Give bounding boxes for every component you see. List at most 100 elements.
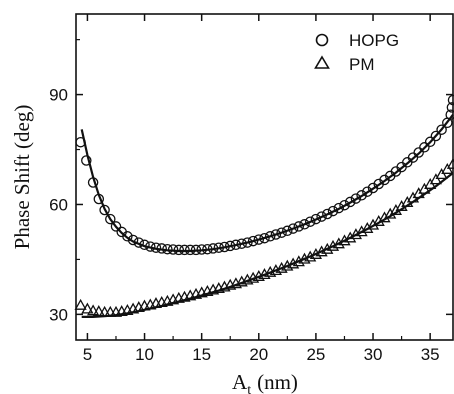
x-axis-title-subscript: t — [247, 383, 251, 394]
data-point-hopg — [127, 234, 139, 246]
data-point-hopg — [247, 235, 259, 247]
x-tick-label: 5 — [83, 345, 92, 364]
data-point-pm — [429, 173, 443, 185]
data-point-hopg — [213, 242, 225, 253]
data-point-hopg — [356, 190, 367, 201]
data-point-pm — [321, 242, 334, 254]
data-point-hopg — [430, 130, 442, 142]
x-tick-label: 10 — [135, 345, 154, 364]
data-point-pm — [309, 247, 323, 259]
data-point-pm — [74, 298, 87, 310]
data-point-hopg — [362, 186, 373, 197]
data-point-hopg — [93, 193, 105, 205]
data-point-pm — [355, 225, 368, 237]
data-markers — [74, 94, 454, 317]
data-point-hopg — [139, 239, 150, 251]
data-point-hopg — [333, 202, 345, 214]
y-tick-label: 30 — [49, 305, 68, 324]
data-point-hopg — [424, 136, 436, 148]
data-point-hopg — [276, 227, 287, 238]
legend-hopg-label: HOPG — [349, 31, 399, 50]
data-point-hopg — [282, 225, 293, 237]
data-point-hopg — [446, 102, 454, 113]
x-axis-title-main: A — [232, 370, 248, 394]
data-point-hopg — [184, 244, 196, 256]
data-point-hopg — [299, 219, 310, 230]
data-point-hopg — [173, 244, 185, 256]
data-point-hopg — [207, 243, 219, 254]
data-point-hopg — [344, 196, 356, 208]
y-tick-label: 60 — [49, 195, 68, 214]
fit-line-pm — [81, 172, 454, 318]
data-point-pm — [384, 207, 397, 219]
data-point-pm — [292, 255, 305, 267]
data-point-hopg — [230, 239, 242, 251]
data-point-hopg — [253, 234, 265, 245]
data-point-hopg — [145, 241, 156, 252]
data-point-hopg — [436, 124, 447, 135]
data-point-hopg — [99, 204, 110, 216]
data-point-hopg — [219, 241, 230, 253]
axis-ticks: 5 10 15 20 25 30 35 30 60 90 — [49, 14, 453, 364]
legend: HOPG PM — [314, 31, 399, 74]
data-point-hopg — [445, 109, 454, 120]
legend-hopg-circle-icon — [315, 33, 329, 47]
data-point-hopg — [150, 242, 162, 253]
x-tick-label: 15 — [192, 345, 211, 364]
data-point-hopg — [81, 155, 92, 166]
data-point-hopg — [242, 237, 253, 248]
data-point-hopg — [105, 213, 116, 225]
legend-pm-triangle-icon — [314, 55, 330, 69]
data-point-hopg — [287, 223, 299, 234]
data-point-hopg — [162, 243, 173, 255]
data-point-hopg — [196, 244, 207, 255]
data-point-hopg — [167, 244, 179, 255]
data-point-hopg — [75, 136, 86, 148]
data-point-hopg — [322, 208, 333, 220]
x-axis-title: At (nm) — [232, 370, 298, 394]
data-point-hopg — [110, 221, 122, 232]
plot-area — [75, 13, 454, 341]
data-point-pm — [81, 302, 94, 314]
data-point-hopg — [339, 199, 350, 211]
data-point-hopg — [190, 244, 202, 256]
fit-lines — [80, 114, 454, 318]
plot-frame — [75, 13, 454, 341]
data-point-hopg — [419, 142, 430, 153]
y-tick-label: 90 — [49, 86, 68, 105]
data-point-hopg — [413, 147, 424, 158]
x-tick-label: 20 — [249, 345, 268, 364]
data-point-pm — [446, 157, 454, 169]
data-point-hopg — [316, 211, 327, 222]
data-point-pm — [86, 304, 100, 316]
x-tick-label: 30 — [364, 345, 383, 364]
data-point-hopg — [202, 243, 213, 255]
data-point-hopg — [236, 238, 247, 249]
data-point-hopg — [264, 231, 276, 242]
data-point-hopg — [122, 231, 133, 242]
data-point-hopg — [133, 237, 145, 248]
data-point-hopg — [87, 177, 99, 188]
data-point-hopg — [310, 213, 322, 225]
data-point-pm — [366, 218, 380, 230]
data-point-hopg — [224, 240, 236, 252]
data-point-hopg — [179, 244, 190, 256]
legend-pm-label: PM — [349, 55, 375, 74]
data-point-hopg — [293, 221, 305, 232]
data-point-pm — [344, 231, 357, 243]
data-point-pm — [338, 234, 351, 246]
data-point-pm — [349, 228, 363, 240]
data-point-pm — [332, 237, 345, 249]
data-point-hopg — [259, 232, 270, 244]
x-tick-label: 25 — [306, 345, 325, 364]
data-point-pm — [92, 305, 105, 317]
data-point-hopg — [270, 229, 282, 240]
data-point-pm — [378, 211, 391, 223]
y-axis-title: Phase Shift (deg) — [10, 105, 34, 250]
fit-line-hopg — [80, 114, 454, 253]
data-point-hopg — [350, 193, 362, 204]
x-axis-title-unit: (nm) — [257, 370, 298, 394]
data-point-pm — [304, 250, 317, 262]
data-point-hopg — [447, 94, 454, 106]
